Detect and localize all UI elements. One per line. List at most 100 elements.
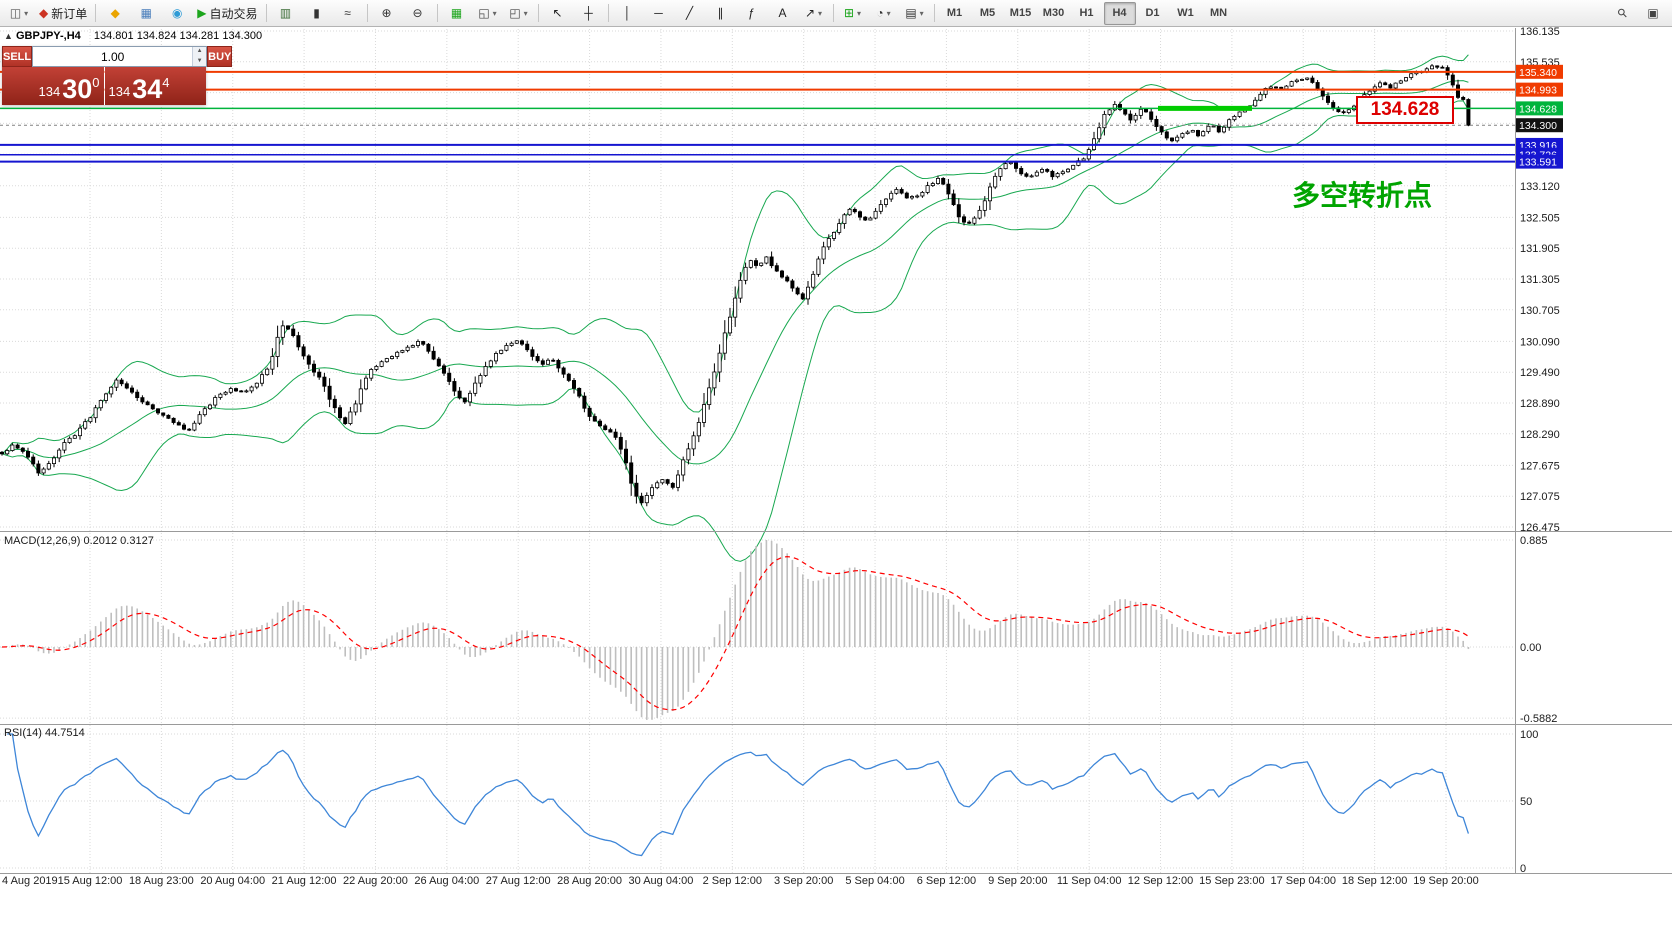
time-axis-label: 15 Sep 23:00 xyxy=(1199,875,1264,887)
toolbar-right-group: ⚲ ▣ xyxy=(1607,2,1668,25)
timeframe-button-h4[interactable]: H4 xyxy=(1103,1,1136,25)
bollinger-middle-line xyxy=(1,80,1469,465)
price-axis-label: 136.135 xyxy=(1520,26,1560,38)
toolbar-group: ↖ ┼ xyxy=(543,2,604,25)
time-axis-label: 11 Sep 04:00 xyxy=(1057,875,1122,887)
line-chart-button[interactable]: ≈ xyxy=(333,2,363,25)
rsi-scale-label: 50 xyxy=(1520,796,1532,808)
time-axis-label: 26 Aug 04:00 xyxy=(414,875,479,887)
toolbar-separator xyxy=(832,4,834,22)
trade-panel-divider xyxy=(103,67,105,105)
price-axis-label: 131.305 xyxy=(1520,274,1560,286)
rsi-scale-label: 100 xyxy=(1520,729,1538,741)
timeframe-button-m1[interactable]: M1 xyxy=(946,7,963,19)
crosshair-button[interactable]: ┼ xyxy=(574,2,604,25)
vertical-line-button[interactable]: │ xyxy=(613,2,643,25)
time-axis-label: 12 Sep 12:00 xyxy=(1128,875,1193,887)
templates-menu-button[interactable]: ▤ ▾ xyxy=(900,2,930,25)
timeframe-button-m15[interactable]: M15 xyxy=(1009,7,1032,19)
arrows-button[interactable]: ↗ ▾ xyxy=(799,2,829,25)
sell-price[interactable]: 134 30 0 xyxy=(2,67,104,105)
new-order-button[interactable]: ◆ 新订单 xyxy=(35,2,91,25)
news-button[interactable]: ▣ xyxy=(1638,2,1668,25)
time-axis-label: 22 Aug 20:00 xyxy=(343,875,408,887)
horizontal-line-icon: ─ xyxy=(654,6,663,20)
timeframe-button-mn[interactable]: MN xyxy=(1209,7,1228,19)
cursor-button[interactable]: ↖ xyxy=(543,2,573,25)
community-button[interactable]: ◉ xyxy=(162,2,192,25)
price-axis-label: 132.505 xyxy=(1520,212,1560,224)
candlestick-chart-icon: ▮ xyxy=(313,6,320,20)
new-order-icon: ◆ xyxy=(39,6,49,20)
trendline-icon: ╱ xyxy=(685,6,694,20)
vertical-line-icon: │ xyxy=(623,6,632,20)
cascade-windows-button[interactable]: ◰ ▾ xyxy=(504,2,534,25)
autotrading-button[interactable]: ▶ 自动交易 xyxy=(193,2,261,25)
tile-windows-icon: ◱ xyxy=(478,6,490,20)
chevron-down-icon: ▾ xyxy=(818,8,823,18)
volume-increase-button[interactable]: ▲ xyxy=(193,47,207,57)
one-click-panel-toggle[interactable]: ▲ xyxy=(4,31,13,41)
bollinger-lower-line xyxy=(1,100,1469,562)
price-axis-label: 130.090 xyxy=(1520,336,1560,348)
candlestick-chart-button[interactable]: ▮ xyxy=(302,2,332,25)
toolbar-group: ◫ ▾ ◆ 新订单 xyxy=(4,2,91,25)
crosshair-icon: ┼ xyxy=(584,6,593,20)
metaeditor-icon: ▦ xyxy=(140,6,152,20)
text-button[interactable]: A xyxy=(768,2,798,25)
buy-price-sup: 4 xyxy=(162,75,170,90)
buy-price[interactable]: 134 34 4 xyxy=(104,67,206,105)
toolbar: ◫ ▾ ◆ 新订单 ◆ ▦ ◉ ▶ 自动交易 ▥ ▮ ≈ ⊕ ⊖ ▦ ◱ ▾ ◰ ▾ ↖ ┼ │ ─ ╱ ∥ ƒ A ↗ ▾ ⊞ ▾ ◔ ▾ ▤ ▾… xyxy=(0,0,1672,27)
chevron-down-icon: ▾ xyxy=(523,8,528,18)
toolbar-separator xyxy=(366,4,368,22)
indicators-grid-button[interactable]: ▦ xyxy=(442,2,472,25)
price-axis-label: 127.075 xyxy=(1520,491,1560,503)
price-callout-box[interactable]: 134.628 xyxy=(1356,96,1454,124)
zoom-out-icon: ⊖ xyxy=(412,6,423,20)
time-axis-label: 21 Aug 12:00 xyxy=(272,875,337,887)
horizontal-line-button[interactable]: ─ xyxy=(644,2,674,25)
arrows-icon: ↗ xyxy=(804,6,816,20)
zoom-in-button[interactable]: ⊕ xyxy=(372,2,402,25)
autotrading-button-label: 自动交易 xyxy=(209,6,258,21)
rsi-scale-labels: 100 50 0 xyxy=(1520,729,1538,875)
time-axis-label: 4 Aug 2019 xyxy=(2,875,58,887)
search-button[interactable]: ⚲ xyxy=(1607,2,1637,25)
sell-price-sup: 0 xyxy=(92,75,100,90)
channel-button[interactable]: ∥ xyxy=(706,2,736,25)
fibonacci-button[interactable]: ƒ xyxy=(737,2,767,25)
candlestick-series xyxy=(0,63,1471,507)
sell-price-prefix: 134 xyxy=(38,84,61,99)
zoom-out-button[interactable]: ⊖ xyxy=(403,2,433,25)
timeframe-button-d1[interactable]: D1 xyxy=(1145,7,1160,19)
indicators-menu-button[interactable]: ⊞ ▾ xyxy=(838,2,868,25)
timeframe-button-m30[interactable]: M30 xyxy=(1042,7,1065,19)
time-axis-label: 28 Aug 20:00 xyxy=(557,875,622,887)
volume-input[interactable] xyxy=(33,47,193,66)
periods-menu-button[interactable]: ◔ ▾ xyxy=(869,2,899,25)
price-axis-label: 128.290 xyxy=(1520,429,1560,441)
metaquotes-icon-button[interactable]: ◆ xyxy=(100,2,130,25)
metaeditor-button[interactable]: ▦ xyxy=(131,2,161,25)
timeframe-button-w1[interactable]: W1 xyxy=(1177,7,1194,19)
price-tag-134.300: 134.300 xyxy=(1519,120,1557,132)
tile-windows-button[interactable]: ◱ ▾ xyxy=(473,2,503,25)
timeframe-button-h1[interactable]: H1 xyxy=(1079,7,1094,19)
time-axis-label: 3 Sep 20:00 xyxy=(774,875,833,887)
volume-decrease-button[interactable]: ▼ xyxy=(193,56,207,66)
rsi-indicator-label: RSI(14) 44.7514 xyxy=(4,727,85,739)
macd-scale-labels: 0.885 0.00 -0.5882 xyxy=(1520,535,1557,725)
periods-menu-icon: ◔ xyxy=(876,6,884,20)
toolbar-separator xyxy=(607,4,609,22)
text-icon: A xyxy=(778,6,787,20)
timeframe-button-m5[interactable]: M5 xyxy=(979,7,996,19)
new-chart-button[interactable]: ◫ ▾ xyxy=(4,2,34,25)
bar-chart-button[interactable]: ▥ xyxy=(271,2,301,25)
toolbar-group: ⊕ ⊖ xyxy=(372,2,433,25)
price-tag-134.993: 134.993 xyxy=(1519,85,1557,97)
buy-button[interactable]: BUY xyxy=(207,46,233,67)
sell-button[interactable]: SELL xyxy=(2,46,33,67)
trendline-button[interactable]: ╱ xyxy=(675,2,705,25)
